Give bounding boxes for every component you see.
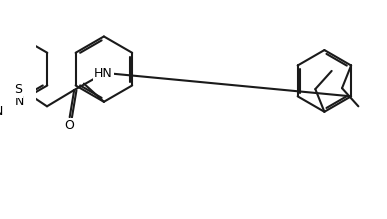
Text: HN: HN bbox=[94, 67, 113, 80]
Text: N: N bbox=[0, 104, 3, 118]
Text: O: O bbox=[65, 119, 75, 132]
Text: N: N bbox=[14, 95, 24, 108]
Text: S: S bbox=[14, 83, 22, 97]
